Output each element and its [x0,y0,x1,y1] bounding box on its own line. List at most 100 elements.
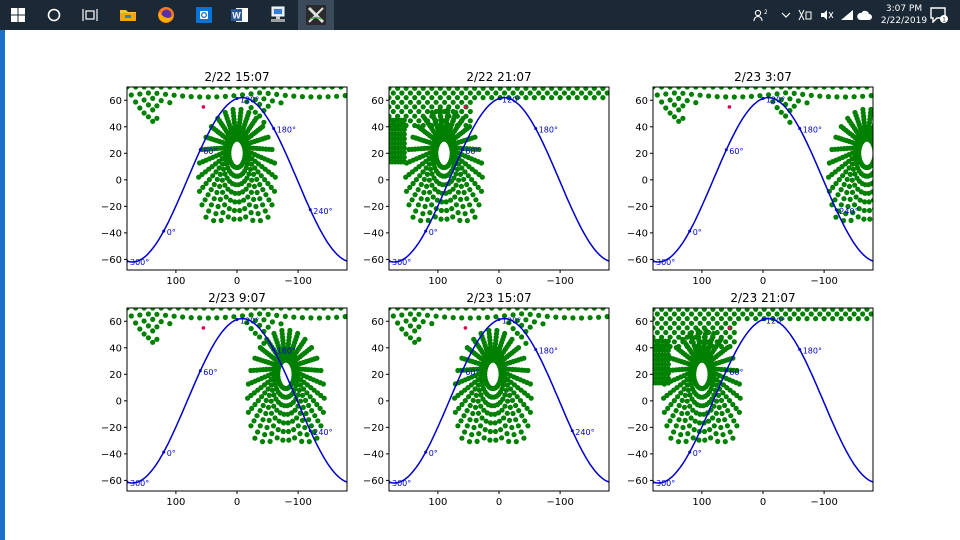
footprint-point [263,397,269,403]
footprint-point [395,87,401,91]
outlook-icon[interactable] [186,0,222,30]
xming-icon[interactable] [298,0,334,30]
footprint-point [421,176,427,182]
chevron-up-icon[interactable] [776,0,796,30]
task-view-icon[interactable] [72,0,108,30]
footprint-point [883,204,888,209]
footprint-point [851,94,857,100]
footprint-point [403,331,409,337]
footprint-point [718,336,724,342]
footprint-point [145,102,151,108]
footprint-point [832,197,838,203]
footprint-point [235,87,241,90]
footprint-point [531,95,538,101]
footprint-point [889,173,894,178]
footprint-point [736,409,743,415]
footprint-point [395,104,401,110]
footprint-point [504,382,510,388]
footprint-point [860,311,866,317]
weather-icon[interactable] [852,0,876,30]
footprint-point [881,146,886,151]
footprint-point [676,402,682,409]
footprint-point [175,308,181,311]
footprint-point [866,207,873,214]
footprint-point [312,413,318,419]
footprint-point [858,189,864,195]
y-tick-label: −40 [627,228,648,239]
footprint-point [413,177,419,183]
footprint-point [412,308,418,311]
footprint-point [676,325,682,331]
footprint-point [892,156,897,161]
footprint-point [668,435,674,441]
track-label: 180° [539,126,558,135]
track-marker [162,450,166,454]
cortana-search-icon[interactable] [36,0,72,30]
footprint-point [710,325,716,331]
footprint-point [570,315,576,321]
wifi-icon[interactable] [836,0,858,30]
clock[interactable]: 3:07 PM 2/22/2019 [877,3,931,27]
firefox-icon[interactable] [148,0,184,30]
footprint-point [774,105,780,111]
footprint-point [252,355,258,361]
windows-start-icon[interactable] [0,0,36,30]
footprint-point [299,417,306,423]
footprint-point [868,93,873,99]
track-label: 0° [429,449,438,458]
footprint-point [480,396,486,402]
footprint-point [450,214,456,220]
footprint-point [549,95,555,101]
footprint-point [583,95,589,101]
footprint-point [141,308,147,311]
volume-icon[interactable] [816,0,838,30]
y-tick-label: 0 [116,396,122,407]
footprint-point [654,311,660,317]
footprint-point [868,311,873,317]
observer-marker [727,105,732,109]
footprint-point [808,311,814,317]
remote-desktop-icon[interactable] [260,0,296,30]
footprint-point [489,95,495,101]
footprint-point [753,87,759,90]
file-explorer-icon[interactable] [110,0,146,30]
notification-icon[interactable]: 1 [924,0,954,30]
footprint-point [514,330,520,336]
footprint-point [458,183,464,189]
footprint-point [302,336,308,342]
people-icon[interactable]: 2 [748,0,772,30]
footprint-point [778,87,784,90]
footprint-point [154,103,160,109]
footprint-point [506,417,513,423]
footprint-point [667,325,673,331]
footprint-point [321,308,327,311]
y-tick-label: −60 [101,476,122,487]
footprint-point [770,308,776,312]
footprint-point [455,210,461,216]
footprint-point [390,99,396,105]
word-icon[interactable]: W [222,0,258,30]
footprint-point [838,124,844,130]
footprint-point [523,308,529,311]
footprint-point [479,174,485,180]
plot-area: 180° 120° 60° 0° 300° [389,87,609,267]
footprint-point [266,197,272,203]
footprint-point [315,418,321,424]
footprint-point [264,424,270,431]
footprint-point [252,165,258,171]
footprint-point [201,308,207,311]
footprint-point [813,308,819,312]
footprint-point [202,197,208,203]
footprint-point [342,314,347,320]
footprint-point [884,190,889,195]
footprint-point [684,410,691,416]
footprint-point [583,308,589,311]
footprint-point [671,429,677,435]
satellite-footprint [245,327,327,445]
network-icon[interactable] [794,0,816,30]
footprint-point [525,367,531,374]
footprint-point [830,308,836,312]
footprint-point [879,151,884,156]
footprint-point [680,320,686,326]
taskbar: W 2 1 3:07 PM 2/22/2019 [0,0,960,30]
